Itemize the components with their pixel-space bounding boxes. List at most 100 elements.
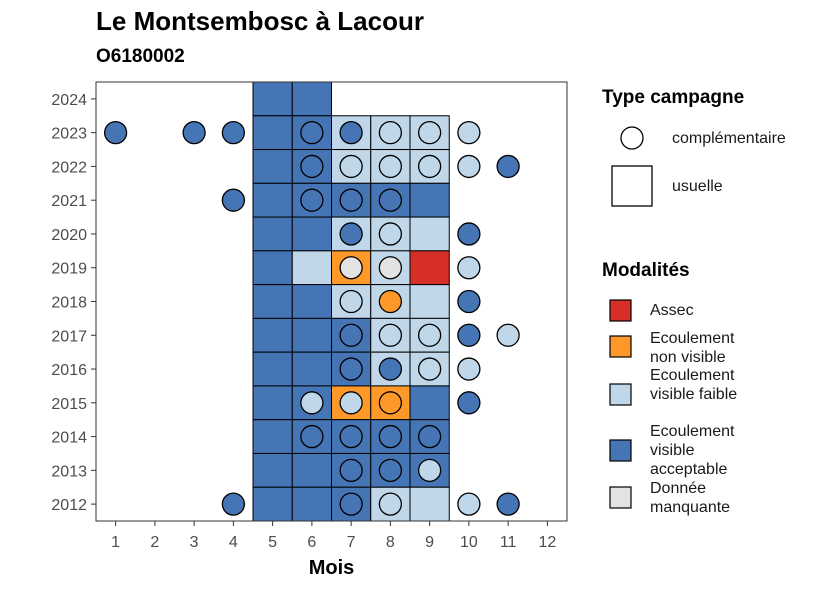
y-tick-label-2020: 2020 bbox=[51, 227, 87, 244]
point-2020-8 bbox=[378, 222, 403, 246]
point-2022-11 bbox=[496, 154, 520, 179]
point-2023-3 bbox=[182, 121, 206, 145]
point-2014-8 bbox=[378, 424, 403, 449]
point-2017-8 bbox=[378, 323, 403, 347]
point-2022-8 bbox=[378, 154, 403, 179]
point-2020-10 bbox=[457, 222, 481, 246]
point-2019-10 bbox=[457, 256, 481, 280]
point-2012-11 bbox=[496, 492, 520, 516]
legend-complementaire-label: complémentaire bbox=[672, 130, 786, 147]
y-tick-label-2023: 2023 bbox=[51, 126, 87, 143]
point-2022-10 bbox=[457, 154, 481, 179]
y-tick-label-2013: 2013 bbox=[51, 463, 87, 480]
point-2017-10 bbox=[457, 323, 481, 347]
point-2017-9 bbox=[417, 323, 442, 347]
legend-assec-label: Assec bbox=[650, 302, 694, 319]
point-2016-9 bbox=[417, 357, 442, 381]
legend-circle-key bbox=[620, 126, 644, 150]
legend-key-manquante bbox=[609, 486, 632, 509]
tile-2017-6 bbox=[291, 317, 332, 353]
tile-2019-9 bbox=[409, 250, 450, 286]
point-2012-8 bbox=[378, 492, 403, 516]
point-2013-7 bbox=[339, 458, 363, 482]
tile-2016-5 bbox=[252, 351, 293, 387]
x-tick-label-9: 9 bbox=[425, 534, 434, 551]
tile-2020-6 bbox=[291, 216, 332, 252]
chart-subtitle: O6180002 bbox=[96, 46, 185, 67]
point-2017-11 bbox=[496, 323, 520, 347]
point-2021-4 bbox=[221, 188, 246, 212]
point-2023-4 bbox=[221, 121, 246, 145]
tile-2014-5 bbox=[252, 419, 293, 454]
point-2015-10 bbox=[457, 391, 481, 415]
x-tick-label-7: 7 bbox=[347, 534, 356, 551]
legend-acceptable-label: Ecoulement visible acceptable bbox=[650, 423, 735, 478]
point-2022-7 bbox=[339, 154, 363, 179]
y-tick-label-2015: 2015 bbox=[51, 396, 87, 413]
tile-2019-6 bbox=[291, 250, 332, 286]
point-2012-7 bbox=[339, 492, 363, 516]
tile-2020-9 bbox=[409, 216, 450, 252]
point-2023-9 bbox=[417, 121, 442, 145]
legend-key-acceptable bbox=[609, 439, 632, 462]
point-2021-7 bbox=[339, 188, 363, 212]
point-2015-6 bbox=[300, 391, 324, 415]
x-tick-label-3: 3 bbox=[190, 534, 199, 551]
legend-key-non_visible bbox=[609, 335, 632, 358]
tile-2018-6 bbox=[291, 284, 332, 319]
point-2014-7 bbox=[339, 424, 363, 449]
y-tick-label-2016: 2016 bbox=[51, 362, 87, 379]
point-2015-8 bbox=[378, 391, 403, 415]
x-axis-title: Mois bbox=[309, 557, 355, 579]
point-2021-8 bbox=[378, 188, 403, 212]
tile-2012-6 bbox=[291, 486, 332, 522]
point-2023-10 bbox=[457, 121, 481, 145]
tile-2021-5 bbox=[252, 182, 293, 218]
point-2013-8 bbox=[378, 458, 403, 482]
point-2020-7 bbox=[339, 222, 363, 246]
tile-2016-6 bbox=[291, 351, 332, 387]
tile-2018-9 bbox=[409, 284, 450, 319]
legend-usuelle-label: usuelle bbox=[672, 178, 723, 195]
point-2023-6 bbox=[300, 121, 324, 145]
tile-2012-5 bbox=[252, 486, 293, 522]
tile-2015-9 bbox=[409, 385, 450, 421]
point-2013-9 bbox=[417, 458, 442, 482]
y-tick-label-2022: 2022 bbox=[51, 159, 87, 176]
point-2018-8 bbox=[378, 289, 403, 314]
point-2012-4 bbox=[221, 492, 246, 516]
x-tick-label-8: 8 bbox=[386, 534, 395, 551]
x-tick-label-6: 6 bbox=[307, 534, 316, 551]
legend-key-faible bbox=[609, 383, 632, 406]
tile-2024-5 bbox=[252, 81, 293, 117]
point-2015-7 bbox=[339, 391, 363, 415]
point-2018-7 bbox=[339, 289, 363, 314]
legend-faible-label: Ecoulement visible faible bbox=[650, 367, 738, 403]
y-tick-label-2019: 2019 bbox=[51, 261, 87, 278]
tile-2020-5 bbox=[252, 216, 293, 252]
point-2023-7 bbox=[339, 121, 363, 145]
x-tick-label-2: 2 bbox=[150, 534, 159, 551]
tile-2012-9 bbox=[409, 486, 450, 522]
point-2012-10 bbox=[457, 492, 481, 516]
point-2021-6 bbox=[300, 188, 324, 212]
point-2018-10 bbox=[457, 289, 481, 314]
chart-title: Le Montsembosc à Lacour bbox=[96, 6, 424, 36]
tile-2019-5 bbox=[252, 250, 293, 286]
x-tick-label-10: 10 bbox=[460, 534, 478, 551]
point-2022-9 bbox=[417, 154, 442, 179]
point-2022-6 bbox=[300, 154, 324, 179]
y-tick-label-2017: 2017 bbox=[51, 328, 87, 345]
legend-modalites-title: Modalités bbox=[602, 260, 690, 281]
x-tick-label-12: 12 bbox=[538, 534, 556, 551]
y-tick-label-2024: 2024 bbox=[51, 92, 87, 109]
y-tick-label-2021: 2021 bbox=[51, 193, 87, 210]
y-tick-label-2018: 2018 bbox=[51, 295, 87, 312]
tile-2022-5 bbox=[252, 149, 293, 184]
tile-2013-5 bbox=[252, 452, 293, 488]
x-tick-label-1: 1 bbox=[111, 534, 120, 551]
x-tick-label-4: 4 bbox=[229, 534, 238, 551]
point-2017-7 bbox=[339, 323, 363, 347]
legend-non-visible-label: Ecoulement non visible bbox=[650, 330, 735, 366]
